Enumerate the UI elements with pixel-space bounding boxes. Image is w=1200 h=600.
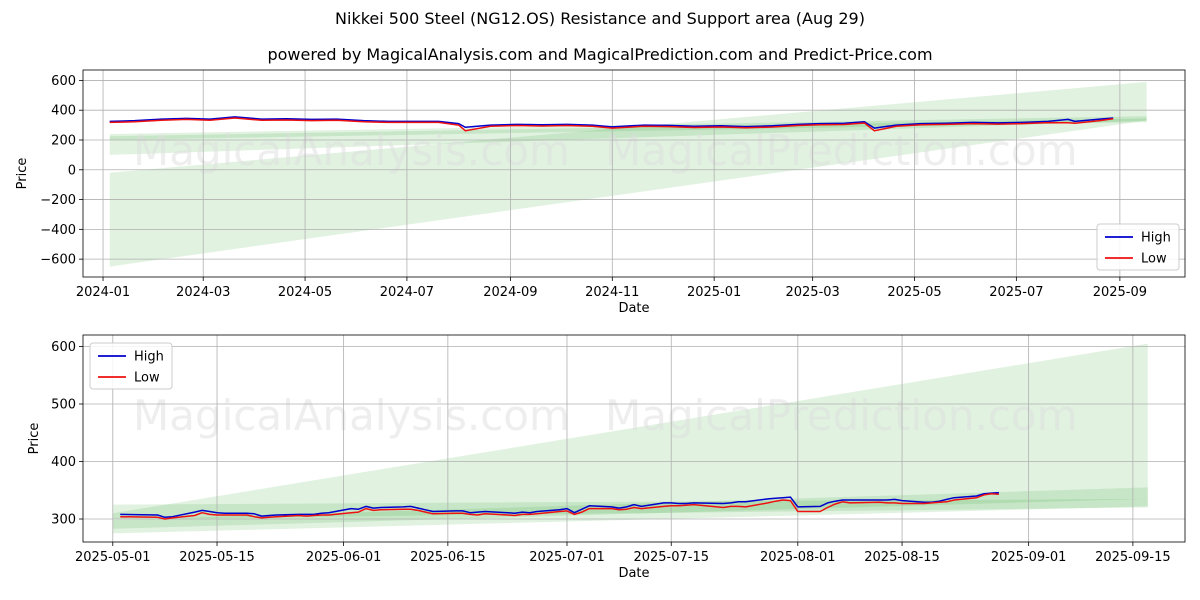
x-tick-label: 2025-07 <box>989 285 1043 300</box>
y-tick-label: −400 <box>40 223 76 238</box>
legend-label-low: Low <box>134 371 160 386</box>
x-tick-label: 2025-09-01 <box>991 550 1067 565</box>
y-tick-label: 300 <box>51 513 76 528</box>
x-tick-label: 2025-07-15 <box>633 550 709 565</box>
y-tick-label: 400 <box>51 455 76 470</box>
x-tick-label: 2025-06-01 <box>306 550 382 565</box>
x-tick-label: 2024-07 <box>380 285 434 300</box>
series-line-low <box>109 117 1114 132</box>
x-tick-label: 2024-09 <box>483 285 537 300</box>
watermark-text: MagicalPrediction.com <box>605 126 1078 175</box>
series-line-high <box>120 491 999 519</box>
y-tick-label: 600 <box>51 340 76 355</box>
legend: High Low <box>89 342 173 390</box>
support-resistance-band-1 <box>112 343 1148 519</box>
legend-label-high: High <box>134 350 164 365</box>
y-axis-label: Price <box>15 158 30 190</box>
x-tick-label: 2025-01 <box>687 285 741 300</box>
x-tick-label: 2025-07-01 <box>529 550 605 565</box>
x-axis-label: Date <box>618 301 649 316</box>
x-tick-label: 2025-03 <box>785 285 839 300</box>
x-tick-label: 2025-05 <box>887 285 941 300</box>
x-tick-label: 2025-05-15 <box>179 550 255 565</box>
x-tick-label: 2025-08-01 <box>760 550 836 565</box>
x-tick-label: 2025-06-15 <box>410 550 486 565</box>
x-tick-label: 2025-08-15 <box>864 550 940 565</box>
plot-area: MagicalAnalysis.com MagicalPrediction.com <box>83 335 1185 542</box>
plot-frame <box>82 334 1186 543</box>
plot-area: MagicalAnalysis.com MagicalPrediction.com <box>83 70 1185 277</box>
x-tick-label: 2025-09-15 <box>1095 550 1171 565</box>
y-tick-label: −200 <box>40 193 76 208</box>
legend-label-low: Low <box>1141 252 1167 267</box>
chart-panel-1: MagicalAnalysis.com MagicalPrediction.com… <box>15 69 1186 316</box>
support-resistance-band-3 <box>109 118 1147 140</box>
legend-label-high: High <box>1141 231 1171 246</box>
x-axis-label: Date <box>618 566 649 581</box>
y-tick-label: 200 <box>51 133 76 148</box>
x-tick-label: 2024-01 <box>76 285 130 300</box>
x-tick-label: 2025-09 <box>1093 285 1147 300</box>
series-line-high <box>109 116 1114 129</box>
chart-subtitle: powered by MagicalAnalysis.com and Magic… <box>267 45 933 64</box>
chart-panel-2: MagicalAnalysis.com MagicalPrediction.com… <box>27 334 1186 581</box>
x-tick-label: 2024-03 <box>176 285 230 300</box>
x-tick-label: 2025-05-01 <box>75 550 151 565</box>
watermark-text: MagicalAnalysis.com <box>133 126 570 175</box>
y-tick-label: 600 <box>51 74 76 89</box>
y-axis-label: Price <box>27 423 42 455</box>
series-line-low <box>120 492 999 520</box>
legend: High Low <box>1096 223 1180 271</box>
watermark-text: MagicalAnalysis.com <box>133 391 570 440</box>
x-tick-label: 2024-11 <box>585 285 639 300</box>
y-tick-label: 400 <box>51 104 76 119</box>
y-tick-label: 500 <box>51 398 76 413</box>
watermark-text: MagicalPrediction.com <box>605 391 1078 440</box>
y-tick-label: −600 <box>40 253 76 268</box>
plot-frame <box>82 69 1186 278</box>
chart-title: Nikkei 500 Steel (NG12.OS) Resistance an… <box>335 9 865 28</box>
y-tick-label: 0 <box>68 163 76 178</box>
x-tick-label: 2024-05 <box>278 285 332 300</box>
